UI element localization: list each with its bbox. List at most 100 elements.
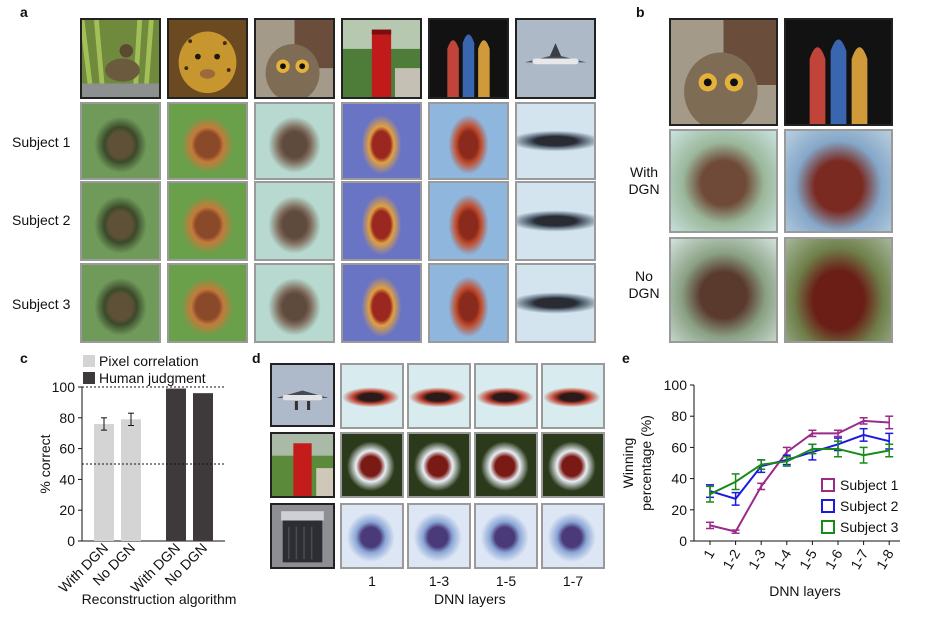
paper-shredder-image: [270, 503, 335, 569]
y-tick-label: 100: [52, 379, 76, 395]
panel-label-b: b: [636, 4, 645, 20]
reconstruction-image: [515, 102, 596, 180]
y-axis-label: percentage (%): [638, 415, 654, 511]
duck-image: [80, 18, 161, 99]
reconstruction-image: [428, 263, 509, 343]
layer-reconstruction-image: [541, 363, 605, 429]
reconstruction-image: [254, 181, 335, 261]
y-axis-label: % correct: [37, 434, 53, 493]
x-tick-label: 1-3: [745, 546, 769, 572]
airplane-image: [515, 18, 596, 99]
y-axis-label: Winning: [620, 438, 636, 489]
bar: [121, 419, 141, 541]
owl-reconstruction-no-dgn: [669, 237, 778, 343]
series-line: [709, 447, 890, 496]
layer-reconstruction-image: [474, 503, 538, 569]
layer-column-label: 1: [368, 573, 376, 589]
reconstruction-image: [167, 263, 248, 343]
legend-label: Human judgment: [99, 370, 206, 386]
reconstruction-image: [341, 263, 422, 343]
stained-glass-window-image: [428, 18, 509, 99]
layer-reconstruction-image: [407, 363, 471, 429]
airplane-image: [270, 363, 335, 427]
legend-swatch: [821, 478, 835, 492]
reconstruction-image: [428, 102, 509, 180]
panel-d-xlabel: DNN layers: [434, 591, 506, 607]
reconstruction-image: [254, 102, 335, 180]
window-reconstruction-no-dgn: [784, 237, 893, 343]
layer-column-label: 1-3: [428, 573, 450, 589]
panel-label-c: c: [20, 350, 28, 366]
y-tick-label: 60: [671, 439, 687, 455]
x-tick-label: 1-6: [822, 546, 846, 572]
bar: [94, 423, 114, 541]
line-chart-e: 0 20 40 60 80 100 1 1-2 1-3 1-4 1-5 1-6 1-7 1-8 Subjec…: [620, 377, 900, 599]
layer-reconstruction-image: [474, 363, 538, 429]
x-tick-label: 1-5: [796, 546, 820, 572]
layer-reconstruction-image: [340, 363, 404, 429]
bar: [193, 393, 213, 541]
x-axis-label: DNN layers: [769, 583, 841, 599]
layer-reconstruction-image: [541, 432, 605, 498]
x-tick-label: 1: [700, 546, 718, 561]
y-tick-label: 80: [59, 410, 75, 426]
reconstruction-image: [515, 181, 596, 261]
reconstruction-image: [341, 181, 422, 261]
layer-reconstruction-image: [340, 432, 404, 498]
y-tick-label: 80: [671, 408, 687, 424]
reconstruction-image: [80, 102, 161, 180]
layer-reconstruction-image: [474, 432, 538, 498]
red-postbox-image: [341, 18, 422, 99]
reconstruction-image: [167, 181, 248, 261]
legend-swatch: [83, 355, 95, 367]
owl-image: [669, 18, 778, 126]
y-tick-label: 40: [59, 471, 75, 487]
reconstruction-image: [428, 181, 509, 261]
x-axis-label: Reconstruction algorithm: [82, 591, 237, 607]
panel-label-e: e: [622, 350, 630, 366]
reconstruction-image: [254, 263, 335, 343]
layer-reconstruction-image: [541, 503, 605, 569]
x-tick-label: 1-8: [873, 546, 897, 572]
y-tick-label: 60: [59, 441, 75, 457]
y-tick-label: 20: [671, 502, 687, 518]
layer-column-label: 1-5: [495, 573, 517, 589]
leopard-image: [167, 18, 248, 99]
reconstruction-image: [80, 263, 161, 343]
y-tick-label: 20: [59, 502, 75, 518]
bar: [166, 388, 186, 541]
legend-label: Subject 1: [840, 477, 899, 493]
subject-label: Subject 3: [12, 296, 71, 312]
series-line: [709, 419, 890, 533]
subject-label: Subject 1: [12, 134, 71, 150]
y-tick-label: 40: [671, 471, 687, 487]
y-tick-label: 100: [664, 377, 688, 393]
layer-reconstruction-image: [407, 432, 471, 498]
reconstruction-image: [341, 102, 422, 180]
no-dgn-label: No DGN: [628, 268, 660, 301]
legend-swatch: [83, 372, 95, 384]
with-dgn-label: With DGN: [628, 164, 660, 197]
x-tick-label: 1-2: [719, 546, 743, 572]
x-tick-label: 1-4: [770, 546, 794, 572]
legend-label: Subject 2: [840, 498, 899, 514]
layer-reconstruction-image: [340, 503, 404, 569]
red-postbox-image: [270, 432, 335, 498]
subject-label: Subject 2: [12, 212, 71, 228]
owl-reconstruction-with-dgn: [669, 129, 778, 233]
x-tick-label: 1-7: [847, 546, 871, 572]
reconstruction-image: [515, 263, 596, 343]
layer-reconstruction-image: [407, 503, 471, 569]
panel-label-d: d: [252, 350, 261, 366]
y-tick-label: 0: [679, 533, 687, 549]
legend-label: Pixel correlation: [99, 353, 199, 369]
legend-swatch: [821, 520, 835, 534]
stained-glass-window-image: [784, 18, 893, 126]
y-tick-label: 0: [67, 533, 75, 549]
legend-label: Subject 3: [840, 519, 899, 535]
legend-swatch: [821, 499, 835, 513]
reconstruction-image: [167, 102, 248, 180]
layer-column-label: 1-7: [562, 573, 584, 589]
reconstruction-image: [80, 181, 161, 261]
